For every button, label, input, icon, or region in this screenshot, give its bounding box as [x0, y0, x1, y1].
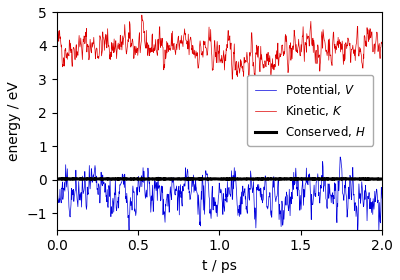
- Kinetic, $K$: [262, 59, 267, 62]
- Potential, $V$: [335, 202, 340, 205]
- Potential, $V$: [262, 188, 267, 192]
- Potential, $V$: [252, 218, 257, 221]
- X-axis label: t / ps: t / ps: [202, 259, 237, 273]
- Conserved, $H$: [244, 178, 249, 181]
- Kinetic, $K$: [246, 81, 251, 85]
- Line: Potential, $V$: Potential, $V$: [57, 157, 382, 235]
- Conserved, $H$: [335, 177, 340, 180]
- Kinetic, $K$: [140, 13, 144, 17]
- Kinetic, $K$: [74, 56, 79, 59]
- Line: Conserved, $H$: Conserved, $H$: [57, 178, 382, 179]
- Kinetic, $K$: [244, 60, 248, 64]
- Conserved, $H$: [302, 177, 307, 181]
- Conserved, $H$: [380, 177, 384, 181]
- Conserved, $H$: [227, 178, 232, 181]
- Conserved, $H$: [54, 177, 59, 181]
- Y-axis label: energy / eV: energy / eV: [7, 81, 21, 161]
- Kinetic, $K$: [54, 39, 59, 43]
- Legend: Potential, $V$, Kinetic, $K$, Conserved, $H$: Potential, $V$, Kinetic, $K$, Conserved,…: [248, 75, 373, 146]
- Potential, $V$: [54, 183, 59, 186]
- Conserved, $H$: [262, 177, 267, 181]
- Kinetic, $K$: [380, 42, 384, 45]
- Potential, $V$: [244, 207, 248, 211]
- Potential, $V$: [127, 233, 132, 236]
- Kinetic, $K$: [302, 60, 307, 63]
- Conserved, $H$: [60, 177, 65, 180]
- Potential, $V$: [380, 197, 384, 200]
- Potential, $V$: [338, 155, 342, 158]
- Potential, $V$: [302, 188, 306, 191]
- Kinetic, $K$: [335, 43, 340, 47]
- Potential, $V$: [74, 190, 79, 194]
- Conserved, $H$: [75, 177, 80, 181]
- Conserved, $H$: [253, 177, 258, 181]
- Line: Kinetic, $K$: Kinetic, $K$: [57, 15, 382, 83]
- Kinetic, $K$: [253, 75, 258, 78]
